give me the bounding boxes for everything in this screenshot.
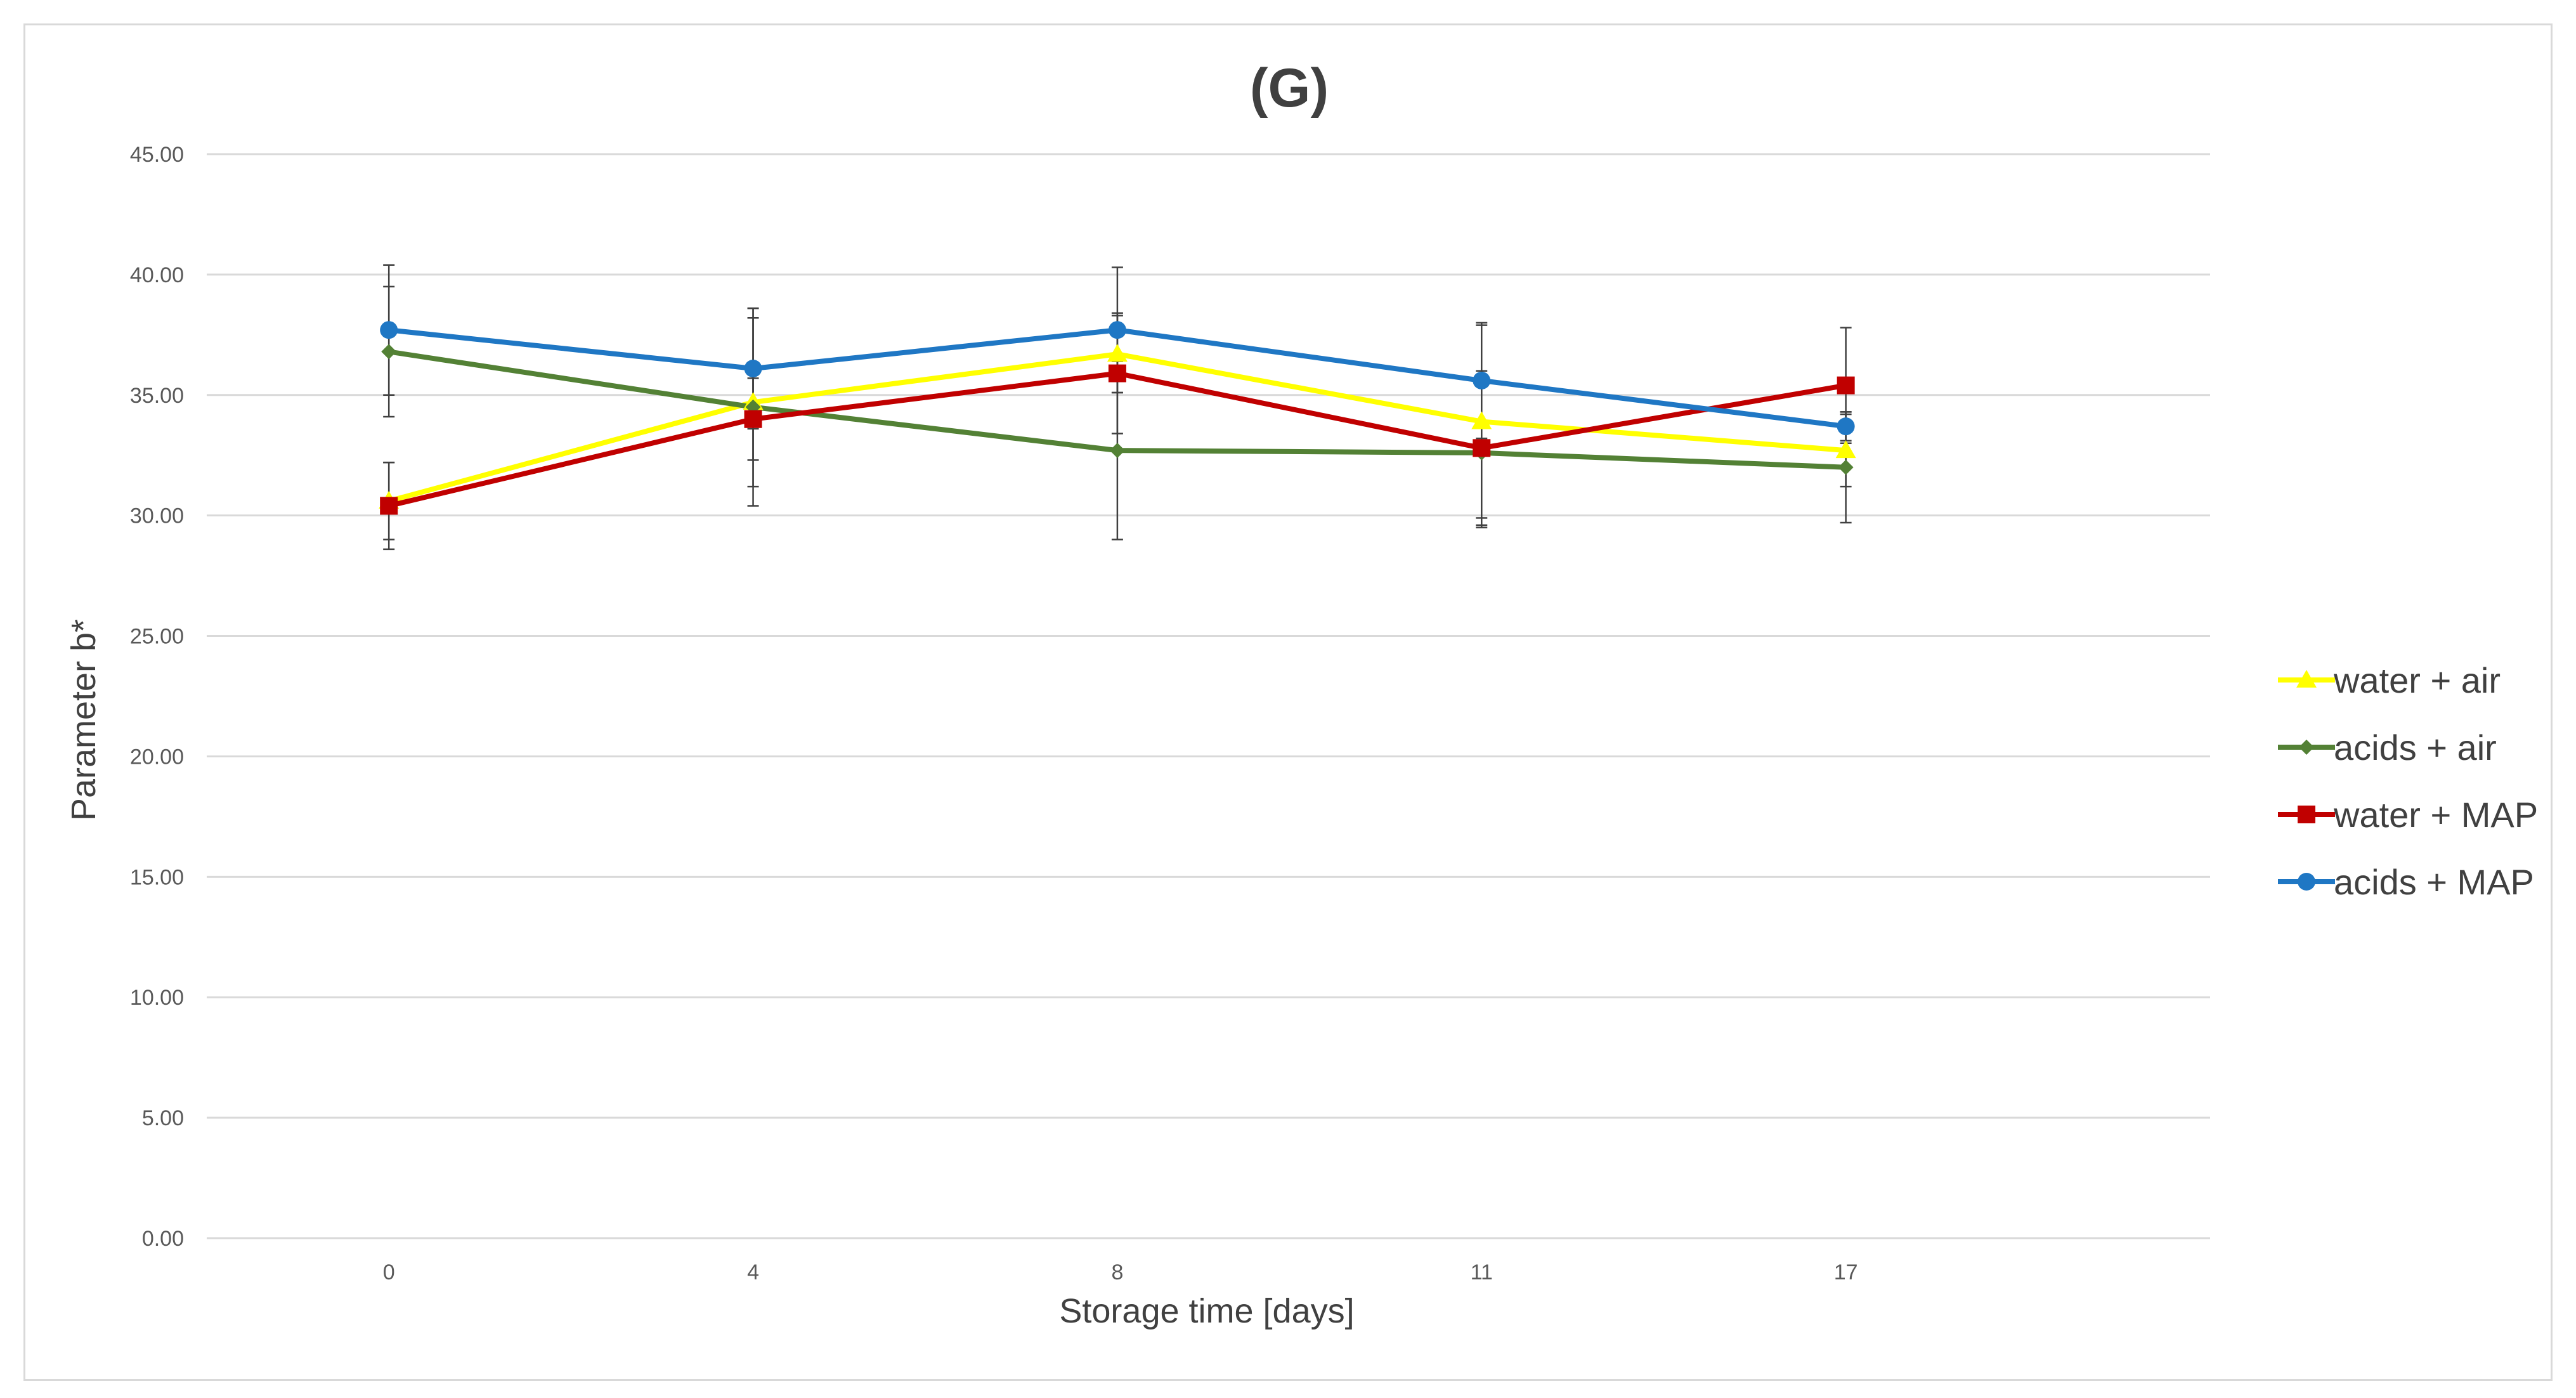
y-axis-title: Parameter b* [65,619,103,821]
legend-label: acids + air [2334,728,2497,768]
legend: water + air acids + air water + MAP acids +… [2278,660,2538,902]
data-point-water-map [1837,376,1855,395]
legend-swatch-marker [2298,873,2315,891]
data-point-water-air [1107,344,1128,362]
error-bars [383,264,1852,551]
data-point-acids-map [380,321,398,339]
legend-label: water + air [2333,660,2501,700]
data-point-acids-air [381,344,397,360]
data-point-acids-map [1108,321,1126,339]
x-tick-label: 11 [1471,1260,1493,1284]
series-markers [379,321,1856,515]
y-tick-label: 45.00 [130,143,184,167]
data-point-water-air [1471,411,1492,429]
legend-swatch-marker [2299,740,2314,755]
data-point-water-map [744,410,762,428]
x-axis-title: Storage time [days] [1059,1292,1354,1330]
y-axis-ticks: 0.00 5.00 10.00 15.00 20.00 25.00 30.00 35.00 40… [130,143,184,1251]
y-tick-label: 35.00 [130,384,184,408]
y-tick-label: 0.00 [142,1227,184,1251]
data-point-acids-map [1473,371,1491,389]
data-point-water-map [1473,439,1491,457]
x-tick-label: 8 [1111,1260,1123,1284]
data-point-water-map [1108,364,1126,382]
y-tick-label: 25.00 [130,625,184,649]
data-point-acids-map [1837,417,1855,436]
y-tick-label: 10.00 [130,986,184,1010]
legend-item-water-map: water + MAP [2278,795,2538,835]
y-tick-label: 20.00 [130,745,184,769]
x-tick-label: 4 [747,1260,759,1284]
y-tick-label: 15.00 [130,865,184,889]
legend-item-acids-air: acids + air [2278,728,2497,768]
legend-item-water-air: water + air [2278,660,2501,700]
data-point-acids-map [744,360,762,378]
y-tick-label: 40.00 [130,263,184,287]
y-tick-label: 30.00 [130,504,184,528]
x-axis-ticks: 0 4 8 11 17 [383,1260,1858,1284]
data-point-water-map [380,497,398,515]
data-point-water-air [1835,440,1856,459]
legend-label: acids + MAP [2334,862,2534,902]
data-point-acids-air [1109,443,1125,459]
data-point-acids-air [1838,459,1854,475]
x-tick-label: 17 [1834,1260,1858,1284]
y-tick-label: 5.00 [142,1106,184,1130]
legend-swatch-marker [2296,670,2317,688]
legend-swatch-marker [2298,806,2315,823]
line-chart: (G) 0.00 5.00 10.00 15.00 20.00 25.00 30.00 35.… [65,58,2538,1330]
legend-item-acids-map: acids + MAP [2278,862,2534,902]
chart-frame: (G) 0.00 5.00 10.00 15.00 20.00 25.00 30.00 35.… [23,23,2553,1381]
gridlines [207,153,2210,1239]
x-tick-label: 0 [383,1260,395,1284]
chart-title: (G) [1250,58,1329,119]
legend-label: water + MAP [2333,795,2538,835]
